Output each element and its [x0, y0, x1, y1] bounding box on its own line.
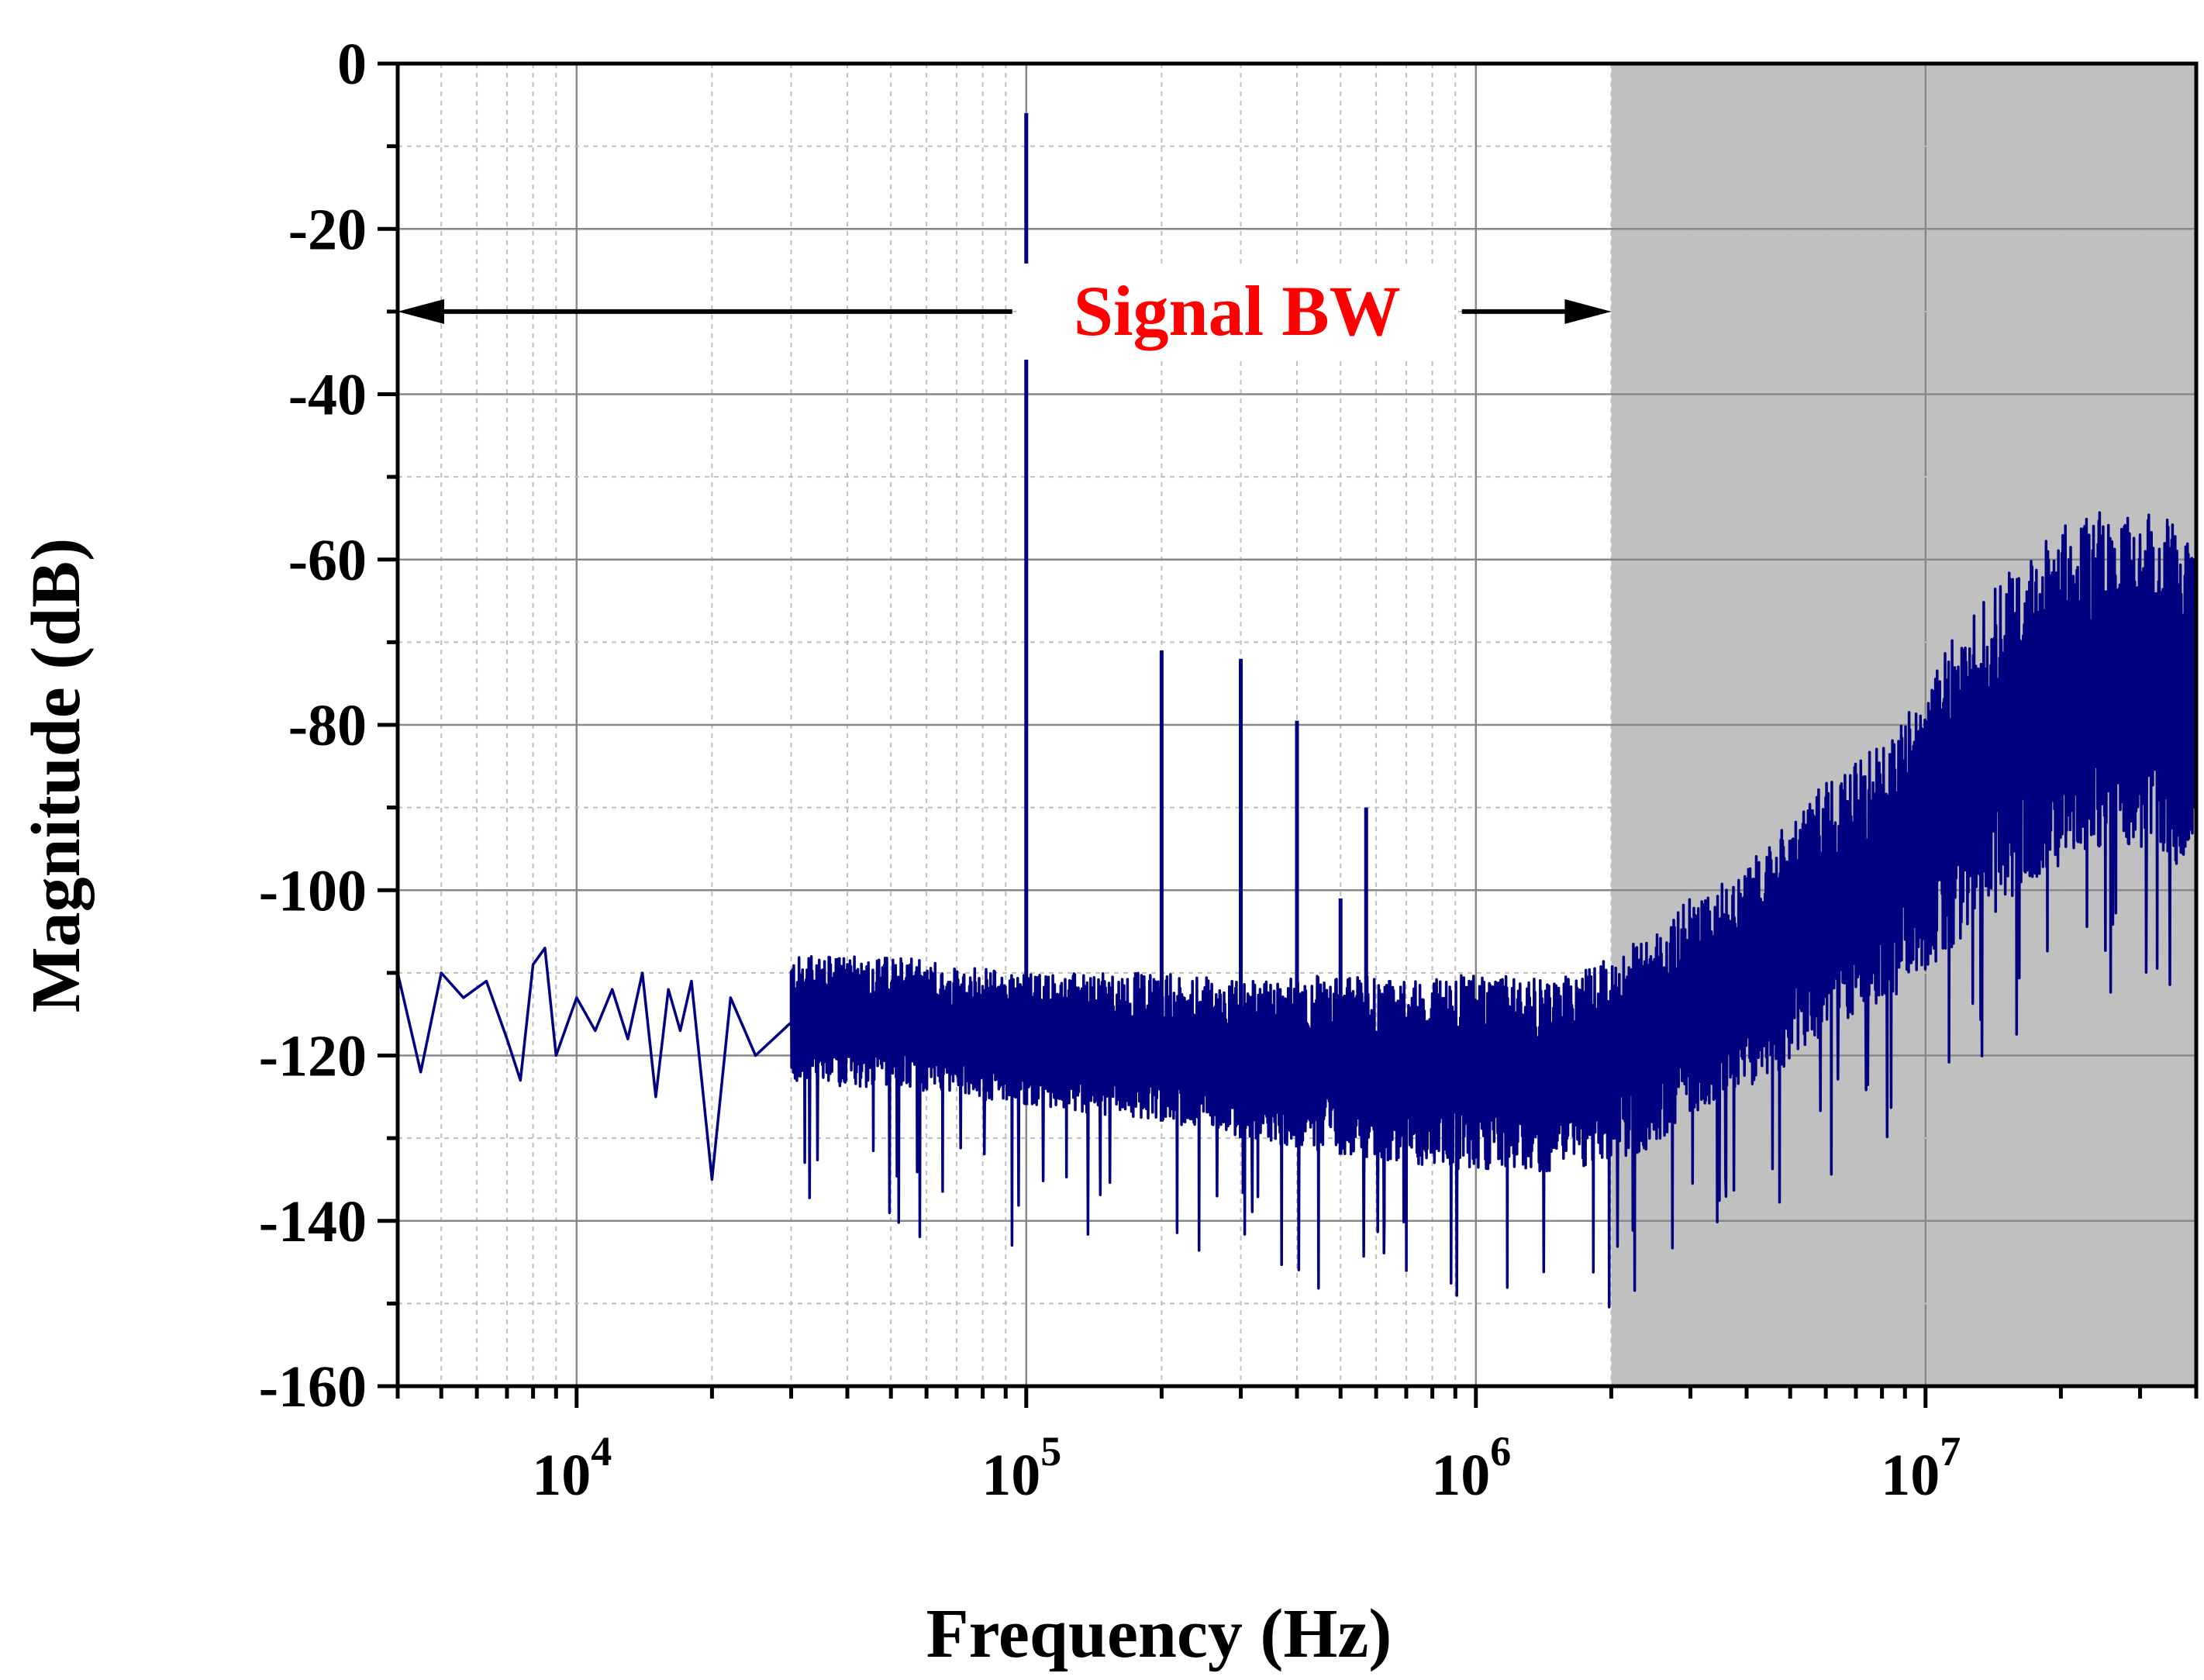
x-tick-label: 106 — [1431, 1428, 1511, 1508]
x-axis-ticks: 104 105 106 107 — [395, 1386, 2199, 1508]
y-tick-label: -60 — [288, 528, 367, 593]
x-tick-label: 105 — [981, 1428, 1061, 1508]
y-tick-label: -20 — [288, 197, 367, 262]
x-tick-label: 104 — [532, 1428, 612, 1508]
signal-bw-label-bg — [1019, 263, 1454, 360]
y-tick-label: -80 — [288, 693, 367, 758]
y-tick-label: 0 — [337, 32, 367, 97]
x-tick-label: 107 — [1881, 1428, 1961, 1508]
signal-bw-arrowhead-left — [398, 298, 444, 324]
y-tick-label: -100 — [259, 858, 367, 923]
signal-bw-label: Signal BW — [1074, 271, 1401, 350]
spectrum-trace — [396, 511, 2198, 1309]
x-axis-title: Frequency (Hz) — [926, 1595, 1392, 1672]
y-tick-label: -40 — [288, 363, 367, 428]
y-tick-label: -140 — [259, 1189, 367, 1254]
y-axis-title: Magnitude (dB) — [18, 538, 95, 1013]
y-tick-label: -160 — [259, 1354, 367, 1420]
annotation-layer: Signal BW — [398, 263, 1612, 360]
signal-bw-arrowhead-right — [1564, 298, 1612, 324]
y-tick-label: -120 — [259, 1024, 367, 1089]
y-axis-ticks: 0 -20 -40 -60 -80 -100 -120 -140 -160 — [259, 32, 398, 1420]
